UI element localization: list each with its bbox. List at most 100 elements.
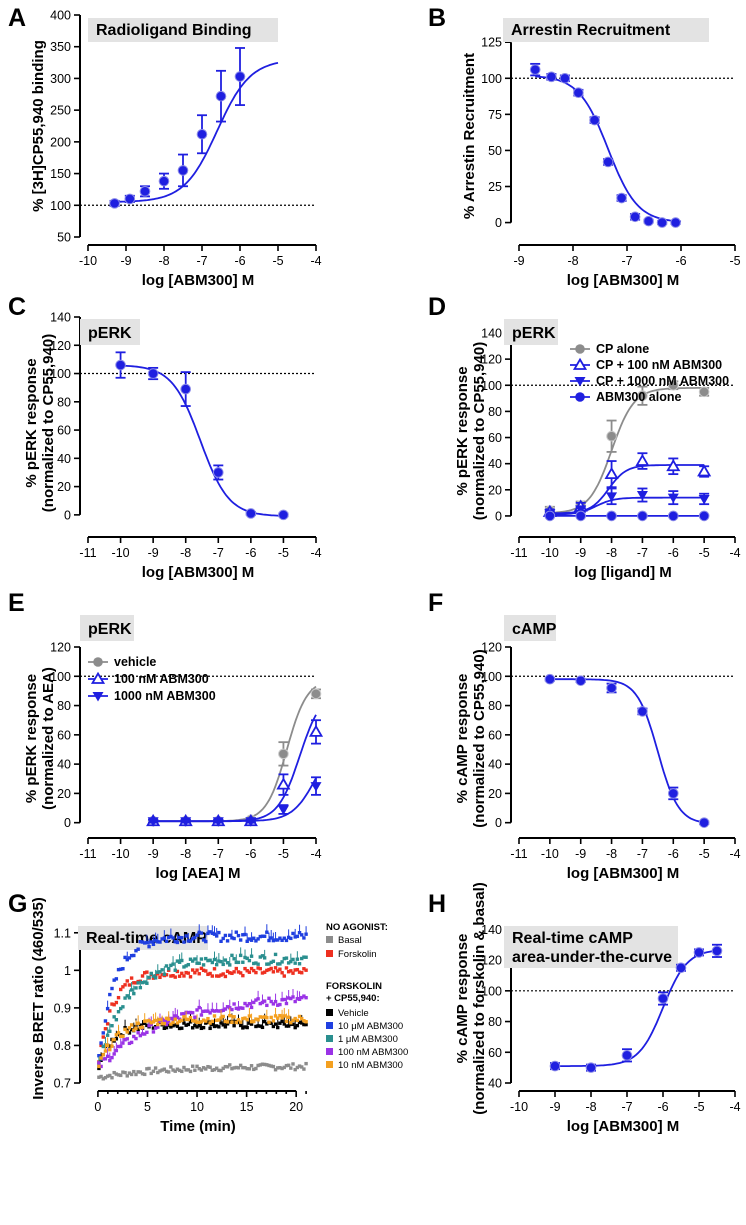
y-tick-label: 40 [488, 758, 502, 772]
data-point [230, 1008, 233, 1011]
legend-label: 10 μM ABM300 [338, 1021, 403, 1032]
data-point [134, 1037, 137, 1040]
x-axis-label: Time (min) [160, 1118, 236, 1135]
data-point [128, 983, 131, 986]
panel-f: F 0 20 40 60 80 100 120 -11 -10 -9 -8 -7 -6 -5 -4 log [A… [428, 589, 741, 882]
data-point [106, 1007, 109, 1010]
data-point [232, 937, 235, 940]
y-tick-label: 80 [57, 699, 71, 713]
data-point [145, 1031, 148, 1034]
y-tick-label: 20 [57, 787, 71, 801]
data-point [213, 1014, 216, 1017]
legend-label: 100 nM ABM300 [114, 672, 209, 686]
data-point [279, 510, 289, 520]
data-point [230, 954, 233, 957]
legend-group-cp: + CP55,940: [326, 993, 380, 1004]
data-point [574, 88, 584, 98]
data-point [110, 1056, 113, 1059]
legend-label: vehicle [114, 655, 156, 669]
x-tick-label: -4 [310, 847, 321, 861]
legend-label: CP + 100 nM ABM300 [596, 358, 722, 372]
data-point [272, 1019, 275, 1022]
data-point [280, 971, 283, 974]
y-tick-label: 140 [481, 327, 502, 341]
panel-a: A50100150200250300350400-10 -9 -8 -7 -6 -5 -4l… [8, 4, 322, 289]
data-point [248, 1014, 251, 1017]
data-point [130, 1041, 133, 1044]
data-point [176, 941, 179, 944]
data-point [180, 1027, 183, 1030]
data-point [148, 369, 158, 379]
data-point [296, 1019, 299, 1022]
data-point [102, 1031, 105, 1034]
data-point [226, 939, 229, 942]
data-point [296, 958, 299, 961]
x-tick-label: -6 [668, 546, 679, 560]
y-axis-label: % cAMP response [454, 674, 471, 804]
data-point [140, 187, 150, 197]
x-tick-label: -6 [245, 847, 256, 861]
fit-curve [153, 687, 316, 822]
x-tick-label: -4 [729, 1100, 740, 1114]
data-point [545, 511, 555, 521]
x-tick-label: -11 [79, 847, 96, 861]
legend-swatch [326, 950, 333, 957]
data-point [211, 1020, 214, 1023]
x-tick-label: -4 [310, 254, 321, 268]
data-point [123, 1071, 126, 1074]
data-point [110, 1024, 113, 1027]
data-point [222, 937, 225, 940]
data-point [248, 971, 251, 974]
data-point [180, 936, 183, 939]
x-tick-label: -8 [158, 254, 169, 268]
data-point [644, 216, 654, 226]
y-tick-label: 20 [488, 787, 502, 801]
y-tick-label: 350 [50, 40, 71, 54]
data-point [256, 1018, 259, 1021]
data-point [121, 1005, 124, 1008]
data-point [304, 1020, 307, 1023]
data-point [699, 495, 710, 505]
data-point [104, 1019, 107, 1022]
x-tick-label: -9 [148, 546, 159, 560]
data-point [283, 1014, 286, 1017]
legend-label: Forskolin [338, 949, 377, 960]
x-tick-label: -9 [575, 546, 586, 560]
data-point [311, 782, 322, 792]
x-tick-label: -8 [606, 847, 617, 861]
data-point [298, 962, 301, 965]
data-point [304, 1062, 307, 1065]
data-point [676, 963, 686, 973]
data-point [106, 1034, 109, 1037]
figure-canvas: A50100150200250300350400-10 -9 -8 -7 -6 -5 -4l… [0, 0, 746, 1225]
data-point [250, 955, 253, 958]
data-point [187, 971, 190, 974]
y-axis-label-sub: (normalized to CP55,940) [471, 649, 488, 827]
chart-title: pERK [88, 325, 132, 342]
data-point [112, 1038, 115, 1041]
panel-c: C020406080100120140-11 -10 -9 -8 -7 -6 -5 -4log… [8, 293, 322, 581]
data-point [171, 936, 174, 939]
x-tick-label: -10 [79, 254, 97, 268]
y-tick-label: 60 [57, 728, 71, 742]
fit-curve [550, 388, 704, 513]
data-point [232, 1015, 235, 1018]
data-point [189, 1016, 192, 1019]
data-point [117, 1010, 120, 1013]
x-tick-label: -7 [196, 254, 207, 268]
data-point [216, 91, 226, 101]
data-point [154, 976, 157, 979]
data-point [184, 934, 187, 937]
y-tick-label: 80 [488, 699, 502, 713]
panel-letter-h: H [428, 890, 446, 918]
data-point [152, 943, 155, 946]
y-tick-label: 40 [488, 1077, 502, 1091]
data-point [280, 960, 283, 963]
y-tick-label: 40 [488, 457, 502, 471]
data-point [291, 995, 294, 998]
data-point [189, 975, 192, 978]
y-tick-label: 250 [50, 104, 71, 118]
data-point [126, 1030, 129, 1033]
panel-letter-f: F [428, 589, 443, 617]
data-point [576, 676, 586, 686]
